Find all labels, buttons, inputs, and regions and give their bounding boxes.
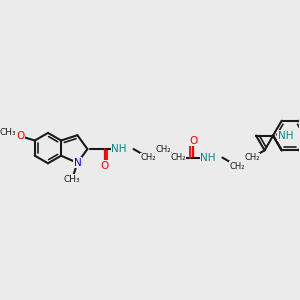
Text: N: N	[74, 158, 81, 168]
Text: CH₂: CH₂	[141, 153, 156, 162]
Text: CH₃: CH₃	[0, 128, 16, 137]
Text: NH: NH	[278, 130, 293, 140]
Text: CH₂: CH₂	[155, 145, 171, 154]
Text: O: O	[100, 161, 109, 171]
Text: CH₂: CH₂	[170, 153, 186, 162]
Text: O: O	[189, 136, 197, 146]
Text: NH: NH	[111, 144, 127, 154]
Text: CH₂: CH₂	[244, 153, 260, 162]
Text: NH: NH	[200, 153, 216, 163]
Text: O: O	[16, 131, 24, 141]
Text: CH₃: CH₃	[64, 175, 80, 184]
Text: CH₂: CH₂	[230, 162, 245, 171]
